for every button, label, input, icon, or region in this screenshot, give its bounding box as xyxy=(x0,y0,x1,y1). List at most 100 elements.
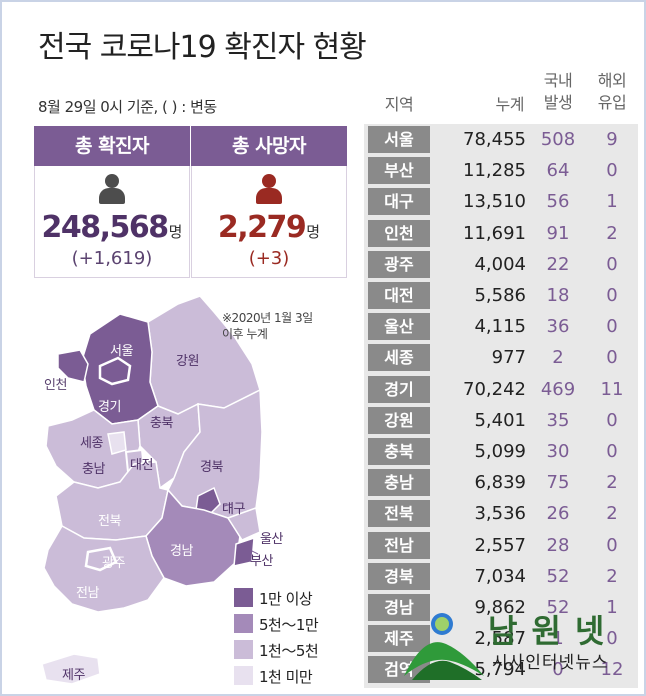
person-icon xyxy=(256,174,282,204)
map-label-busan: 부산 xyxy=(250,554,273,569)
confirmed-panel: 248,568명 (+1,619) xyxy=(34,166,190,278)
region-cell: 전남 xyxy=(368,531,430,559)
deaths-delta: (+3) xyxy=(248,248,290,269)
table-body: 서울 78,455 508 9 부산 11,285 64 0 대구 13,510 56 1 인천 11,6… xyxy=(364,124,638,688)
map-note: ※2020년 1월 3일 이후 누계 xyxy=(222,311,313,341)
domestic-cell: 30 xyxy=(546,441,570,462)
table-row: 경남 9,862 52 1 xyxy=(364,592,638,623)
table-row: 경기 70,242 469 11 xyxy=(364,374,638,405)
header-domestic: 국내 발생 xyxy=(543,71,573,112)
overseas-cell: 0 xyxy=(606,409,618,431)
legend-swatch xyxy=(234,666,253,685)
table-row: 전북 3,536 26 2 xyxy=(364,498,638,529)
table-row: 대전 5,586 18 0 xyxy=(364,280,638,311)
region-cell: 강원 xyxy=(368,406,430,434)
total-cell: 6,839 xyxy=(474,472,526,494)
region-cell: 경기 xyxy=(368,375,430,403)
table-row: 인천 11,691 91 2 xyxy=(364,218,638,249)
domestic-cell: 2 xyxy=(552,347,564,369)
map-label-chungnam: 충남 xyxy=(82,462,105,477)
overseas-cell: 11 xyxy=(600,378,624,400)
legend-swatch xyxy=(234,614,253,633)
map-label-incheon: 인천 xyxy=(44,378,67,393)
region-cell: 전북 xyxy=(368,500,430,528)
domestic-cell: 52 xyxy=(546,597,570,618)
total-cell: 5,099 xyxy=(474,441,526,462)
map-label-jeju: 제주 xyxy=(62,668,85,683)
region-cell: 세종 xyxy=(368,344,430,372)
domestic-cell: 28 xyxy=(546,534,570,556)
total-cell: 5,794 xyxy=(474,659,526,681)
legend-item: 1만 이상 xyxy=(234,588,354,610)
table-row: 경북 7,034 52 2 xyxy=(364,561,638,592)
domestic-cell: 508 xyxy=(540,129,576,150)
total-cell: 11,691 xyxy=(463,222,526,244)
domestic-cell: 91 xyxy=(546,222,570,244)
table-row: 부산 11,285 64 0 xyxy=(364,155,638,186)
table-row: 강원 5,401 35 0 xyxy=(364,405,638,436)
region-gwangju xyxy=(84,546,118,572)
domestic-cell: 0 xyxy=(552,659,564,681)
domestic-cell: 22 xyxy=(546,253,570,275)
total-cell: 5,586 xyxy=(474,285,526,306)
region-cell: 서울 xyxy=(368,126,430,153)
map-label-ulsan: 울산 xyxy=(260,532,283,547)
watermark-name: 남원넷 xyxy=(488,612,619,650)
map-label-gwangju: 광주 xyxy=(102,556,125,571)
overseas-cell: 2 xyxy=(606,565,618,587)
overseas-cell: 0 xyxy=(606,316,618,338)
region-ulsan xyxy=(226,506,261,541)
domestic-cell: 36 xyxy=(546,316,570,338)
domestic-cell: 469 xyxy=(540,378,576,400)
overseas-cell: 0 xyxy=(606,347,618,369)
map-label-jeonbuk: 전북 xyxy=(98,514,121,529)
table-row: 울산 4,115 36 0 xyxy=(364,311,638,342)
reference-time: 8월 29일 0시 기준, ( ) : 변동 xyxy=(38,98,217,116)
deaths-count: 2,279명 xyxy=(217,210,321,245)
map-label-sejong: 세종 xyxy=(80,436,103,451)
region-busan xyxy=(233,536,255,567)
region-sejong xyxy=(107,431,127,455)
summary-box: 총 확진자 총 사망자 248,568명 (+1,619) 2,279명 (+3… xyxy=(34,126,347,278)
total-cell: 7,034 xyxy=(474,565,526,587)
map-label-jeonnam: 전남 xyxy=(76,586,99,601)
total-cell: 9,862 xyxy=(474,597,526,618)
map-label-seoul: 서울 xyxy=(110,344,133,359)
table-row: 광주 4,004 22 0 xyxy=(364,249,638,280)
total-cell: 78,455 xyxy=(463,129,526,150)
region-cell: 충남 xyxy=(368,469,430,497)
total-cell: 4,115 xyxy=(474,316,526,338)
total-cell: 3,536 xyxy=(474,503,526,525)
map-label-daejeon: 대전 xyxy=(130,458,153,473)
table-row: 세종 977 2 0 xyxy=(364,342,638,373)
table-row: 대구 13,510 56 1 xyxy=(364,186,638,217)
legend-swatch xyxy=(234,640,253,659)
total-cell: 5,401 xyxy=(474,409,526,431)
watermark: 남원넷 시사인터넷뉴스 xyxy=(402,598,642,688)
overseas-cell: 1 xyxy=(606,191,618,213)
domestic-cell: 1 xyxy=(552,628,564,650)
region-cell: 부산 xyxy=(368,157,430,185)
total-cell: 70,242 xyxy=(463,378,526,400)
namwon-logo-icon xyxy=(404,613,484,680)
overseas-cell: 2 xyxy=(606,222,618,244)
region-cell: 제주 xyxy=(368,625,430,653)
domestic-cell: 26 xyxy=(546,503,570,525)
deaths-panel: 2,279명 (+3) xyxy=(191,166,347,278)
region-cell: 광주 xyxy=(368,250,430,278)
header-total: 누계 xyxy=(495,95,525,114)
overseas-cell: 12 xyxy=(600,659,624,681)
legend-swatch xyxy=(234,588,253,607)
legend-item: 5천～1만 xyxy=(234,614,354,636)
overseas-cell: 0 xyxy=(606,441,618,462)
total-cell: 2,557 xyxy=(474,534,526,556)
region-incheon xyxy=(57,349,89,383)
total-cell: 4,004 xyxy=(474,253,526,275)
region-cell: 대전 xyxy=(368,282,430,309)
total-confirmed-header: 총 확진자 xyxy=(34,126,190,166)
header-overseas: 해외 유입 xyxy=(597,71,627,112)
table-row: 검역 5,794 0 12 xyxy=(364,654,638,685)
total-cell: 2,587 xyxy=(474,628,526,650)
total-cell: 977 xyxy=(491,347,526,369)
